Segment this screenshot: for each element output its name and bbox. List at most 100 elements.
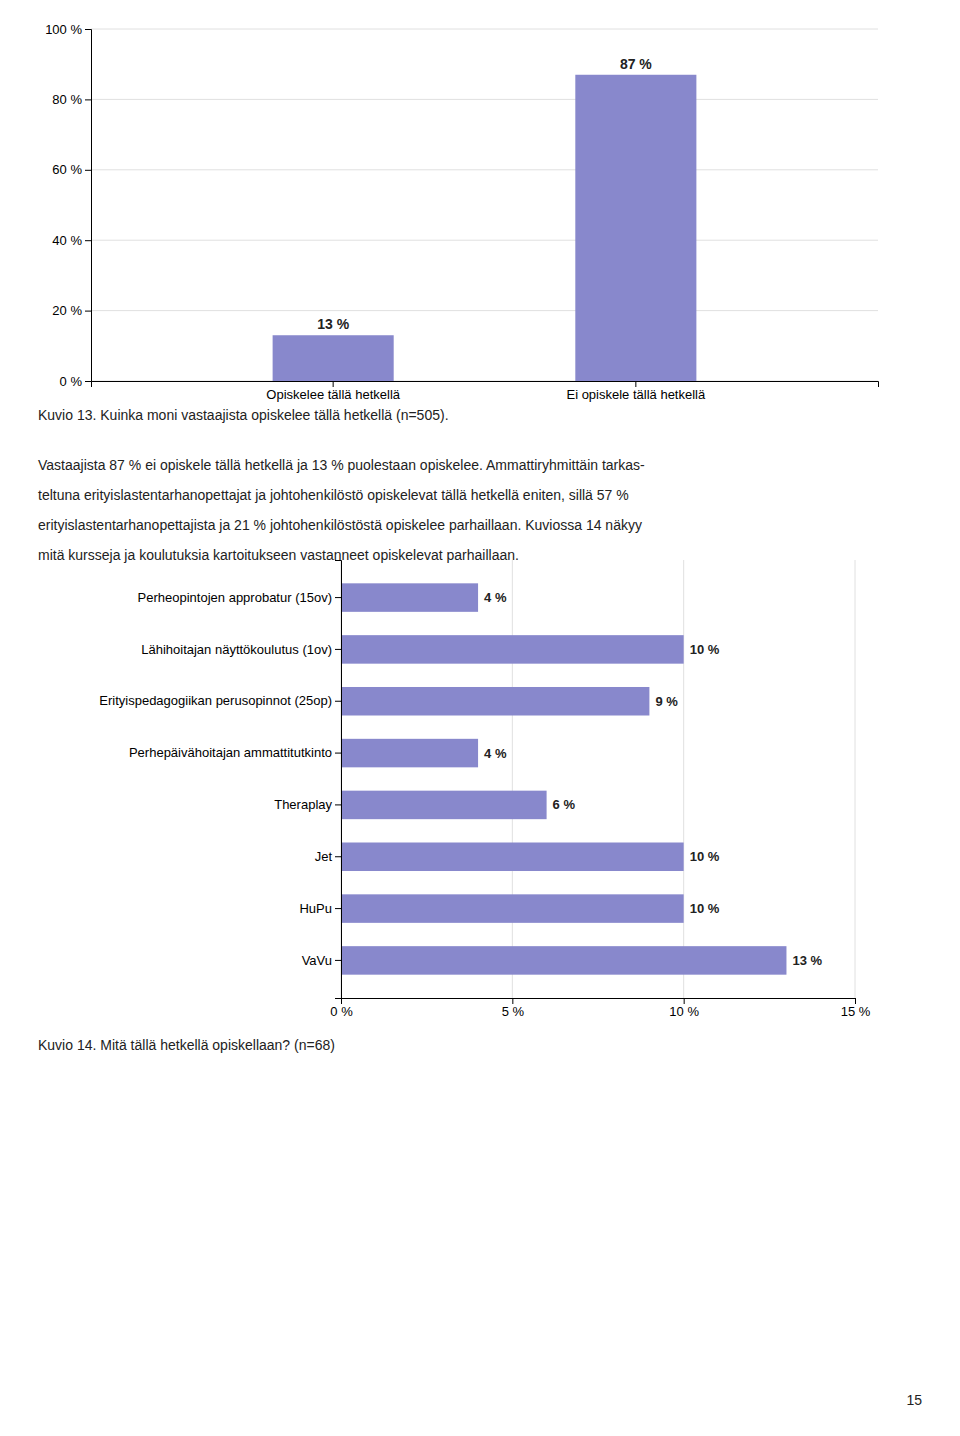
tick-label: Perhepäivähoitajan ammattitutkinto (129, 745, 332, 760)
tick-mark (855, 998, 856, 1004)
bar (341, 946, 786, 975)
data-labels: 13 %87 % (317, 56, 652, 332)
grid (341, 560, 855, 998)
grid-line (91, 99, 878, 100)
tick-mark (635, 381, 636, 387)
tick-mark (85, 170, 91, 171)
tick: Lähihoitajan näyttökoulutus (1ov) (141, 642, 341, 657)
data-label: 87 % (620, 56, 652, 72)
tick: 0 % (60, 374, 91, 389)
tick: 10 % (669, 998, 699, 1019)
tick-mark (341, 998, 342, 1004)
tick-mark (335, 597, 341, 598)
grid (91, 29, 878, 381)
data-labels: 4 % 10 % 9 % 4 % 6 % 10 % 10 % 13 % (484, 590, 822, 968)
tick: Perhepäivähoitajan ammattitutkinto (129, 745, 341, 760)
grid-line (512, 560, 513, 998)
tick: Jet (315, 849, 341, 864)
data-label: 13 % (792, 953, 822, 968)
data-label: 4 % (484, 746, 507, 761)
tick: HuPu (299, 901, 341, 916)
tick-mark (85, 99, 91, 100)
bar (341, 687, 649, 716)
tick-mark (512, 998, 513, 1004)
caption: Kuvio 14. Mitä tällä hetkellä opiskellaa… (38, 1037, 335, 1053)
tick-mark (684, 998, 685, 1004)
tick: 100 % (45, 22, 91, 37)
tick-mark (335, 701, 341, 702)
tick-label: 60 % (52, 162, 82, 177)
tick-label: Erityispedagogiikan perusopinnot (25op) (99, 693, 332, 708)
text-block: Vastaajista 87 % ei opiskele tällä hetke… (38, 457, 645, 563)
tick-label: 5 % (502, 1004, 525, 1019)
page-number: 15 (906, 1392, 922, 1408)
page: Opiskelee tällä hetkellä Ei opiskele täll… (0, 0, 960, 1436)
tick: 40 % (52, 233, 91, 248)
chart: Perheopintojen approbatur (15ov) Lähihoit… (99, 560, 870, 1019)
grid-line (91, 169, 878, 170)
bar (341, 635, 684, 664)
tick: 15 % (841, 998, 871, 1019)
x-axis: Opiskelee tällä hetkellä Ei opiskele täll… (92, 381, 879, 402)
grid-line (683, 560, 684, 998)
tick-mark (85, 311, 91, 312)
tick-label: Opiskelee tällä hetkellä (266, 387, 400, 402)
bar (341, 583, 478, 612)
tick: VaVu (302, 953, 341, 968)
tick-label: Jet (315, 849, 333, 864)
tick: Theraplay (274, 797, 341, 812)
tick-label: VaVu (302, 953, 332, 968)
text-line: erityislastentarhanopettajista ja 21 % j… (38, 517, 642, 533)
tick-label: 100 % (45, 22, 82, 37)
data-label: 9 % (655, 694, 678, 709)
caption: Kuvio 13. Kuinka moni vastaajista opiske… (38, 407, 449, 423)
axis-line (335, 561, 342, 999)
chart: Opiskelee tällä hetkellä Ei opiskele täll… (45, 22, 878, 403)
y-axis: 0 % 20 % 40 % 60 % 80 % 100 % (45, 22, 91, 389)
bars (341, 583, 786, 974)
tick: 60 % (52, 162, 91, 177)
tick-mark (335, 753, 341, 754)
tick: 80 % (52, 92, 91, 107)
text-line: mitä kursseja ja koulutuksia kartoitukse… (38, 547, 519, 563)
tick-label: 0 % (60, 374, 83, 389)
tick-label: 15 % (841, 1004, 871, 1019)
tick-label: HuPu (299, 901, 332, 916)
tick-mark (335, 960, 341, 961)
tick-label: Theraplay (274, 797, 332, 812)
axis-line (85, 30, 92, 382)
tick-label: Lähihoitajan näyttökoulutus (1ov) (141, 642, 332, 657)
tick-label: Perheopintojen approbatur (15ov) (138, 590, 332, 605)
tick: Ei opiskele tällä hetkellä (566, 381, 706, 402)
tick: Opiskelee tällä hetkellä (266, 381, 400, 402)
bars (273, 75, 697, 381)
data-label: 10 % (690, 642, 720, 657)
tick-label: 0 % (330, 1004, 353, 1019)
tick-mark (335, 856, 341, 857)
tick-label: 40 % (52, 233, 82, 248)
tick: Perheopintojen approbatur (15ov) (138, 590, 341, 605)
bar (341, 791, 547, 820)
grid-line (91, 29, 878, 30)
tick-mark (335, 908, 341, 909)
bar (341, 842, 684, 871)
axis-line (92, 382, 879, 388)
x-axis: 0 % 5 % 10 % 15 % (330, 998, 870, 1019)
grid-line (91, 310, 878, 311)
data-label: 4 % (484, 590, 507, 605)
bar (341, 739, 478, 768)
tick-label: 80 % (52, 92, 82, 107)
grid-line (855, 560, 856, 998)
tick-label: 20 % (52, 303, 82, 318)
tick-mark (85, 240, 91, 241)
tick: 0 % (330, 998, 353, 1019)
axis-line (342, 999, 856, 1005)
tick-mark (85, 381, 91, 382)
text-line: Vastaajista 87 % ei opiskele tällä hetke… (38, 457, 645, 473)
tick: 20 % (52, 303, 91, 318)
y-axis: Perheopintojen approbatur (15ov) Lähihoit… (99, 561, 341, 999)
bar (273, 335, 394, 381)
data-label: 10 % (690, 901, 720, 916)
data-label: 10 % (690, 849, 720, 864)
data-label: 6 % (553, 797, 576, 812)
